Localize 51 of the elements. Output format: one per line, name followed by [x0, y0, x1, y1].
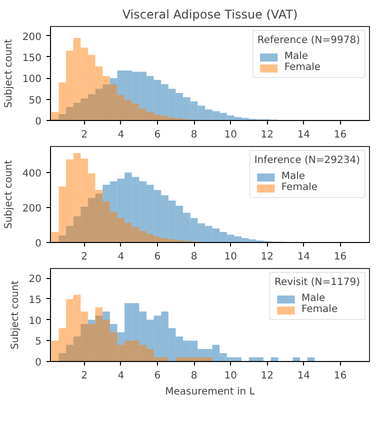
x-tick-label: 4 — [118, 370, 124, 382]
y-tick-label: 10 — [28, 316, 42, 327]
legend-title: Reference (N=9978) — [257, 35, 360, 46]
x-tick-label: 10 — [224, 252, 237, 262]
x-tick-label: 8 — [190, 370, 198, 382]
x-tick-label: 16 — [334, 370, 347, 382]
x-tick-label: 12 — [260, 370, 274, 382]
y-tick-label: 0 — [35, 116, 42, 128]
x-tick-label: 4 — [118, 130, 124, 140]
x-tick-label: 2 — [81, 370, 88, 382]
legend-title: Inference (N=29234) — [254, 155, 360, 166]
y-tick-label: 15 — [28, 294, 42, 306]
x-tick-label: 14 — [297, 252, 310, 262]
y-tick-label: 200 — [22, 204, 42, 215]
y-tick-label: 20 — [28, 274, 42, 286]
x-tick-label: 4 — [118, 252, 124, 262]
x-tick-label: 2 — [81, 252, 88, 262]
x-axis-title: Measurement in L — [165, 386, 256, 398]
y-tick-label: 150 — [22, 52, 42, 64]
x-tick-label: 16 — [334, 252, 347, 262]
x-tick-label: 6 — [154, 252, 161, 262]
x-tick-label: 2 — [81, 130, 88, 140]
x-tick-label: 14 — [297, 130, 310, 140]
legend-label: Male — [284, 51, 308, 62]
x-tick-label: 16 — [334, 130, 347, 140]
y-tick-label: 50 — [28, 95, 42, 106]
y-tick-label: 400 — [22, 168, 42, 180]
x-tick-label: 8 — [190, 252, 198, 262]
y-axis-title: Subject count — [3, 160, 14, 229]
y-tick-label: 5 — [35, 336, 42, 348]
x-tick-label: 6 — [154, 130, 161, 140]
x-tick-label: 10 — [224, 130, 237, 140]
legend-title: Revisit (N=1179) — [274, 277, 360, 288]
y-tick-label: 100 — [22, 74, 42, 86]
legend-label: Female — [281, 182, 318, 193]
x-tick-label: 12 — [260, 130, 274, 140]
x-tick-label: 14 — [297, 370, 310, 382]
legend-label: Female — [301, 304, 338, 315]
legend-label: Male — [301, 293, 326, 304]
y-axis-title: Subject count — [10, 280, 21, 350]
x-tick-label: 8 — [190, 130, 198, 140]
x-tick-label: 6 — [154, 370, 161, 382]
legend-label: Male — [281, 171, 306, 182]
y-tick-label: 0 — [35, 238, 42, 250]
x-tick-label: 12 — [260, 252, 274, 262]
legend-label: Female — [284, 62, 321, 73]
chart-title: Visceral Adipose Tissue (VAT) — [122, 8, 298, 22]
y-tick-label: 0 — [35, 358, 42, 368]
x-tick-label: 10 — [224, 370, 237, 382]
y-tick-label: 200 — [22, 32, 42, 43]
y-axis-title: Subject count — [3, 39, 14, 108]
